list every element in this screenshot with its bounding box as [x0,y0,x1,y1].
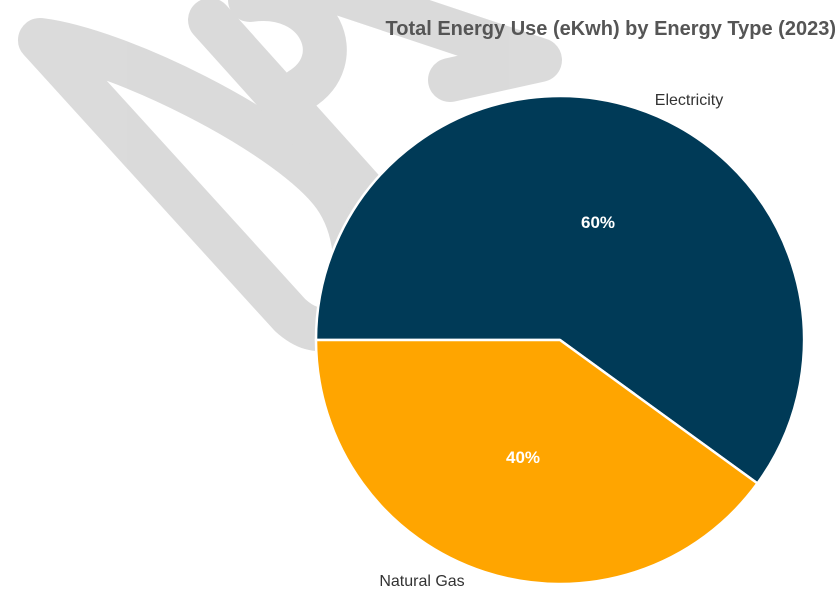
natural-gas-category-label: Natural Gas [379,573,464,590]
electricity-category-label: Electricity [655,92,723,109]
electricity-percent-label: 60% [581,213,615,232]
natural-gas-percent-label: 40% [506,448,540,467]
electricity-slice [314,94,806,485]
natural-gas-slice [314,338,759,586]
chart-title: Total Energy Use (eKwh) by Energy Type (… [386,18,837,40]
pie-slices [314,94,806,586]
